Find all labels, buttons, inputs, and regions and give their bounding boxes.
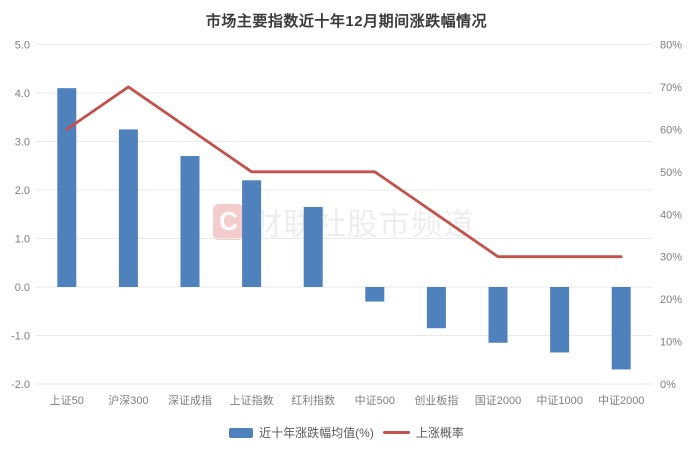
- x-axis-category-label: 中证2000: [598, 394, 644, 407]
- left-axis-tick-label: 2.0: [15, 185, 30, 197]
- bar: [118, 129, 138, 287]
- x-axis-category-label: 中证1000: [536, 394, 582, 407]
- bar: [365, 287, 385, 302]
- right-axis-tick-label: 20%: [660, 294, 682, 306]
- x-axis-category-label: 创业板指: [414, 393, 458, 407]
- chart-legend: 近十年涨跌幅均值(%) 上涨概率: [0, 424, 693, 441]
- line-series-swatch-icon: [382, 431, 410, 434]
- bar: [426, 287, 446, 329]
- x-axis-category-label: 中证500: [355, 394, 395, 407]
- legend-label: 上涨概率: [415, 426, 464, 440]
- right-axis-tick-label: 60%: [660, 124, 682, 136]
- left-axis-tick-label: 4.0: [15, 88, 30, 100]
- right-axis-tick-label: 80%: [660, 40, 682, 52]
- right-axis-tick-label: 0%: [660, 379, 676, 391]
- probability-line: [65, 85, 623, 259]
- x-axis-category-label: 深证成指: [168, 393, 212, 407]
- left-axis-tick-label: 3.0: [15, 137, 30, 149]
- x-axis-category-label: 国证2000: [475, 394, 521, 407]
- x-axis-category-label: 上证50: [50, 394, 84, 407]
- bar: [550, 287, 570, 353]
- x-axis-category-label: 红利指数: [291, 393, 335, 407]
- bar: [611, 287, 631, 370]
- right-axis-tick-label: 70%: [660, 82, 682, 94]
- right-axis-tick-label: 50%: [660, 167, 682, 179]
- x-axis-category-label: 上证指数: [230, 393, 274, 407]
- left-axis-tick-label: -2.0: [11, 379, 30, 391]
- bar: [303, 206, 323, 287]
- bar: [57, 88, 77, 288]
- left-axis-tick-label: -1.0: [11, 331, 30, 343]
- right-axis-tick-label: 40%: [660, 209, 682, 221]
- right-axis-tick-label: 10%: [660, 337, 682, 349]
- legend-item-line-series: 上涨概率: [382, 424, 464, 441]
- bar-series-swatch-icon: [229, 427, 254, 438]
- bar: [488, 287, 508, 343]
- bar: [242, 180, 262, 287]
- x-axis-category-label: 沪深300: [108, 393, 148, 407]
- bar: [180, 156, 200, 287]
- legend-label: 近十年涨跌幅均值(%): [259, 426, 374, 440]
- left-axis-tick-label: 5.0: [15, 40, 30, 52]
- left-axis-tick-label: 1.0: [15, 234, 30, 246]
- left-axis-tick-label: 0.0: [15, 282, 30, 294]
- legend-item-bar-series: 近十年涨跌幅均值(%): [229, 424, 374, 441]
- right-axis-tick-label: 30%: [660, 252, 682, 264]
- chart-title: 市场主要指数近十年12月期间涨跌幅情况: [205, 13, 488, 30]
